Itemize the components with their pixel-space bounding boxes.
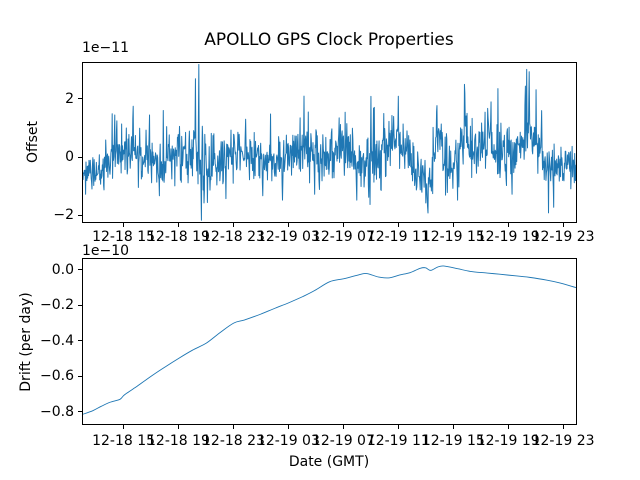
drift-plot-area [82,258,577,425]
y-tick-label: −0.8 [40,404,74,420]
x-tick-label: 12-19 23 [531,433,595,449]
x-tick-mark [287,425,289,429]
x-tick-label: 12-18 19 [147,433,210,449]
y-tick-label: −0.2 [40,297,74,313]
drift-axis-exponent: 1e−10 [82,243,130,259]
y-tick-label: −2 [53,207,74,223]
x-tick-label: 12-19 11 [366,433,430,449]
x-tick-mark [562,223,564,227]
x-tick-mark [562,425,564,429]
x-tick-label: 12-19 07 [311,433,375,449]
x-tick-label: 12-19 15 [421,433,485,449]
x-tick-mark [507,223,509,227]
y-tick-label: −0.6 [40,368,74,384]
x-tick-label: 12-18 15 [92,433,156,449]
x-tick-label: 12-18 23 [202,229,265,245]
x-tick-label: 12-19 07 [311,229,375,245]
x-tick-label: 12-19 03 [256,229,320,245]
y-tick-mark [78,269,82,270]
x-tick-mark [287,223,289,227]
chart-title: APOLLO GPS Clock Properties [204,30,454,50]
y-tick-label: 2 [65,91,74,107]
y-tick-mark [78,411,82,412]
x-tick-mark [397,425,399,429]
y-tick-mark [78,340,82,341]
x-tick-label: 12-19 19 [476,433,540,449]
offset-ylabel: Offset [25,120,41,164]
y-tick-mark [78,375,82,377]
x-tick-mark [397,223,399,227]
x-tick-mark [123,223,125,227]
x-tick-label: 12-18 19 [147,229,210,245]
y-tick-mark [78,304,82,306]
x-tick-label: 12-19 23 [531,229,595,245]
x-tick-mark [452,223,454,227]
x-tick-label: 12-19 19 [476,229,540,245]
x-tick-mark [178,223,179,227]
drift-series-line [83,265,576,415]
x-tick-mark [452,425,454,429]
offset-axis-exponent: 1e−11 [82,40,130,56]
y-tick-mark [78,98,82,99]
x-tick-mark [233,223,234,227]
x-tick-mark [123,425,125,429]
offset-series-line [83,63,576,221]
x-tick-label: 12-18 15 [92,229,156,245]
drift-ylabel: Drift (per day) [18,292,34,392]
x-tick-label: 12-19 11 [366,229,430,245]
x-tick-label: 12-19 15 [421,229,485,245]
x-tick-label: 12-18 23 [202,433,265,449]
x-tick-mark [507,425,509,429]
x-tick-mark [178,425,179,429]
y-tick-label: −0.4 [40,333,74,349]
x-tick-mark [342,425,344,429]
x-tick-label: 12-19 03 [256,433,320,449]
x-tick-mark [342,223,344,227]
y-tick-mark [78,156,82,158]
x-axis-label: Date (GMT) [288,454,370,470]
y-tick-mark [78,214,82,216]
y-tick-label: 0 [65,149,74,165]
x-tick-mark [233,425,234,429]
y-tick-label: 0.0 [51,262,74,278]
offset-plot-area [82,62,577,223]
